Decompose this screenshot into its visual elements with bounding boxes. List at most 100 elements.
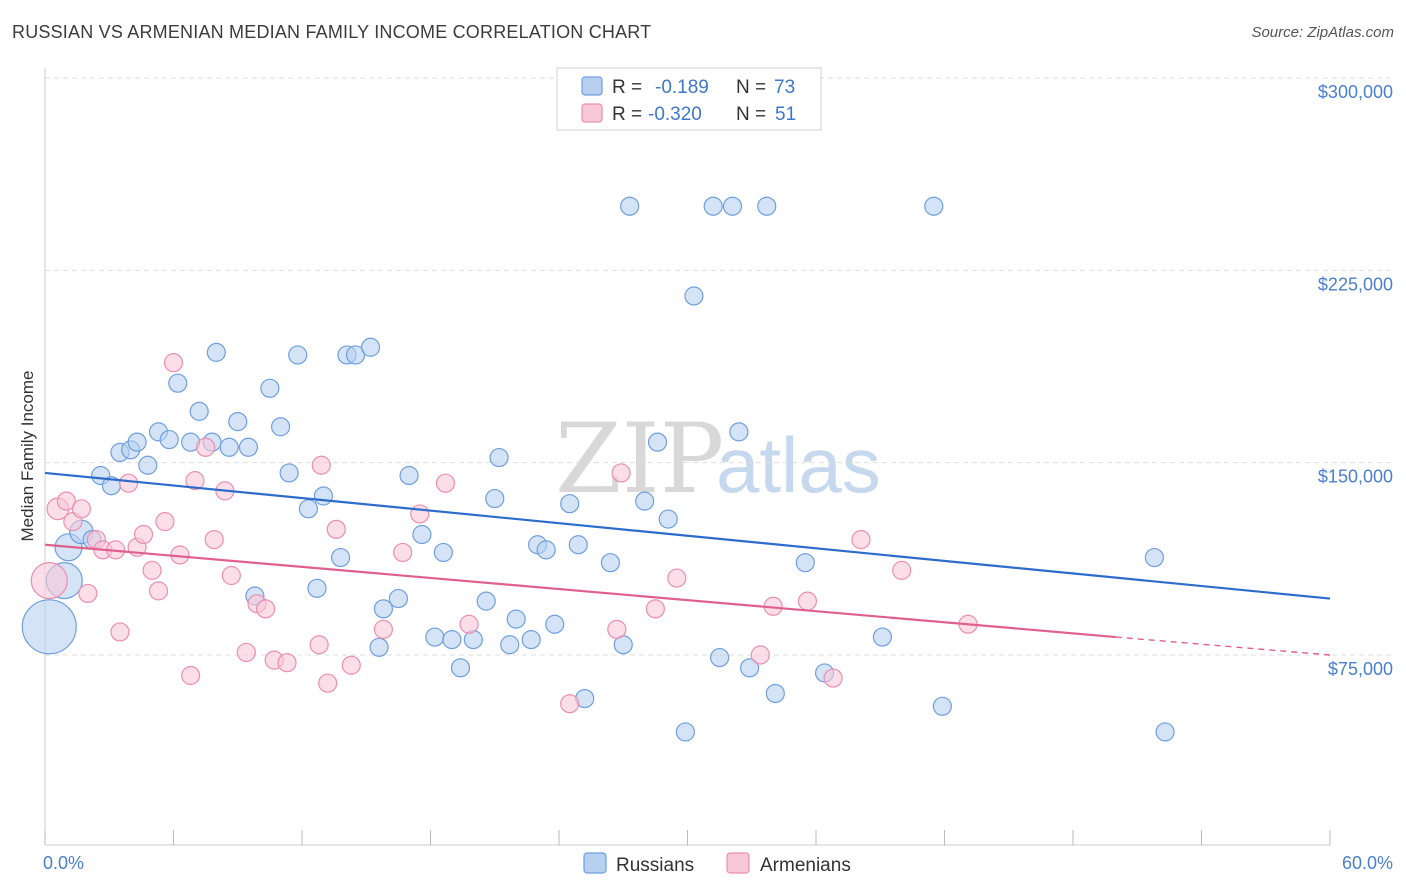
armenian-point-18 bbox=[181, 665, 201, 686]
russian-point-55 bbox=[600, 553, 621, 573]
armenian-point-19 bbox=[185, 471, 205, 491]
armenian-point-31 bbox=[318, 673, 338, 693]
russian-point-33 bbox=[369, 637, 389, 657]
russian-point-65 bbox=[722, 196, 743, 216]
russian-point-57 bbox=[620, 196, 640, 216]
y-axis-label: Median Family Income bbox=[18, 370, 37, 541]
russian-point-36 bbox=[399, 465, 419, 486]
russian-point-19 bbox=[228, 412, 248, 432]
armenian-point-49 bbox=[892, 560, 912, 580]
armenian-point-14 bbox=[148, 581, 169, 601]
russian-point-29 bbox=[330, 547, 351, 568]
armenian-point-13 bbox=[142, 560, 162, 580]
russian-point-10 bbox=[138, 455, 158, 475]
russian-point-73 bbox=[924, 196, 944, 216]
series-legend-label-russians: Russians bbox=[616, 855, 694, 876]
y-tick-label-0: $75,000 bbox=[1328, 659, 1393, 679]
russian-point-46 bbox=[500, 635, 520, 655]
russian-point-26 bbox=[298, 499, 319, 519]
russian-point-51 bbox=[545, 614, 565, 634]
armenian-point-43 bbox=[667, 568, 687, 588]
x-min-label: 0.0% bbox=[43, 853, 84, 873]
russian-point-31 bbox=[345, 345, 366, 365]
russian-point-53 bbox=[568, 535, 588, 555]
russian-point-0 bbox=[21, 599, 77, 655]
legend-r-label-russians: R = bbox=[612, 77, 642, 98]
armenian-point-23 bbox=[221, 565, 241, 586]
russian-point-58 bbox=[635, 491, 655, 511]
series-armenians bbox=[30, 353, 978, 714]
legend-r-russians: -0.189 bbox=[655, 77, 709, 98]
russian-point-63 bbox=[703, 196, 723, 216]
russian-point-47 bbox=[506, 609, 526, 629]
russian-point-15 bbox=[189, 401, 209, 421]
russian-point-22 bbox=[260, 378, 280, 398]
russian-point-45 bbox=[489, 447, 509, 468]
watermark: ZIP atlas bbox=[555, 403, 881, 515]
armenian-point-38 bbox=[459, 614, 479, 634]
y-tick-label-2: $225,000 bbox=[1318, 274, 1393, 294]
series-legend-label-armenians: Armenians bbox=[760, 855, 851, 876]
armenian-point-42 bbox=[645, 599, 665, 619]
series-russians bbox=[21, 196, 1175, 742]
russian-point-72 bbox=[872, 627, 892, 647]
russian-point-9 bbox=[127, 432, 147, 452]
russian-point-12 bbox=[159, 429, 179, 450]
russian-point-37 bbox=[412, 524, 432, 545]
russian-point-17 bbox=[206, 342, 226, 362]
legend-swatch-russians bbox=[581, 76, 603, 96]
russian-point-69 bbox=[765, 683, 785, 704]
legend-n-russians: 73 bbox=[774, 77, 795, 98]
legend-swatch-armenians bbox=[581, 103, 603, 123]
russian-point-52 bbox=[560, 494, 580, 514]
russian-point-23 bbox=[270, 417, 291, 437]
russian-point-25 bbox=[288, 345, 308, 365]
legend-n-armenians: 51 bbox=[775, 104, 796, 125]
armenian-point-47 bbox=[823, 668, 843, 688]
russian-point-68 bbox=[757, 196, 777, 216]
armenian-point-0 bbox=[30, 562, 68, 600]
russian-point-67 bbox=[740, 658, 760, 678]
armenian-point-48 bbox=[851, 529, 871, 550]
russian-point-50 bbox=[536, 540, 556, 560]
trend-line-armenians bbox=[44, 543, 1116, 639]
russian-point-32 bbox=[360, 337, 381, 357]
armenian-point-4 bbox=[71, 499, 92, 519]
stats-legend: R = -0.189 N = 73 R = -0.320 N = 51 bbox=[556, 67, 822, 131]
source-label: Source: ZipAtlas.com bbox=[1251, 24, 1394, 41]
y-tick-label-1: $150,000 bbox=[1318, 467, 1393, 487]
russian-point-62 bbox=[684, 286, 704, 306]
armenian-point-37 bbox=[435, 473, 456, 493]
trend-lines bbox=[44, 471, 1331, 656]
russian-point-75 bbox=[1144, 547, 1164, 568]
armenian-point-28 bbox=[277, 653, 297, 673]
armenian-point-46 bbox=[797, 591, 818, 611]
armenian-point-33 bbox=[341, 655, 361, 675]
armenian-point-15 bbox=[155, 512, 175, 532]
series-legend-swatch-armenians bbox=[726, 852, 750, 874]
armenian-point-34 bbox=[373, 619, 393, 639]
russian-point-13 bbox=[168, 373, 188, 393]
x-max-label: 60.0% bbox=[1342, 853, 1393, 873]
legend-n-label-armenians: N = bbox=[736, 104, 766, 125]
russian-point-76 bbox=[1155, 722, 1175, 742]
armenian-point-2 bbox=[56, 491, 77, 511]
russian-point-48 bbox=[521, 630, 541, 650]
russian-point-41 bbox=[450, 658, 471, 678]
armenian-point-35 bbox=[393, 542, 413, 563]
armenian-point-9 bbox=[110, 622, 130, 642]
armenian-point-26 bbox=[255, 599, 276, 619]
gridlines bbox=[45, 77, 1393, 656]
armenian-point-20 bbox=[196, 437, 216, 457]
armenian-point-44 bbox=[750, 645, 770, 665]
armenian-point-16 bbox=[163, 353, 184, 373]
russian-point-18 bbox=[219, 437, 239, 457]
russian-point-60 bbox=[658, 509, 678, 529]
russian-point-40 bbox=[442, 630, 462, 650]
series-legend-swatch-russians bbox=[583, 852, 607, 874]
armenian-point-40 bbox=[607, 619, 627, 639]
armenian-point-29 bbox=[309, 635, 329, 655]
armenian-point-21 bbox=[204, 529, 224, 550]
russian-point-59 bbox=[647, 432, 668, 452]
